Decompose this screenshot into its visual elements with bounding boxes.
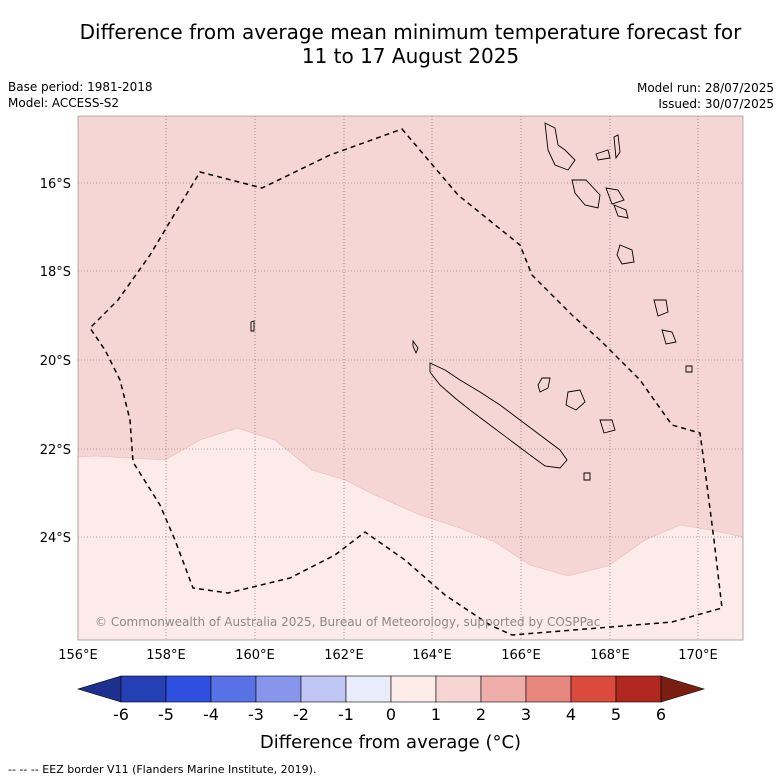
lon-label-164e: 164°E bbox=[412, 648, 452, 663]
colorbar-tick-label: 6 bbox=[656, 705, 666, 724]
colorbar-segment bbox=[435, 675, 482, 703]
colorbar-segment bbox=[120, 675, 167, 703]
colorbar-tick-label: 0 bbox=[386, 705, 396, 724]
island-coastline bbox=[412, 339, 419, 355]
new-caledonia-coastline bbox=[429, 362, 568, 469]
vanuatu-coastline bbox=[544, 122, 576, 171]
colorbar-segment bbox=[345, 675, 392, 703]
colorbar-tick-label: -1 bbox=[338, 705, 354, 724]
copyright-text: © Commonwealth of Australia 2025, Bureau… bbox=[95, 615, 600, 629]
colorbar-segment bbox=[615, 675, 662, 703]
anomaly-region-0-to-1 bbox=[77, 427, 744, 641]
colorbar-tick-label: -2 bbox=[293, 705, 309, 724]
lat-label-20s: 20°S bbox=[40, 354, 71, 369]
colorbar-tick-label: 5 bbox=[611, 705, 621, 724]
lat-label-22s: 22°S bbox=[40, 443, 71, 458]
colorbar-tick-label: -4 bbox=[203, 705, 219, 724]
lon-label-162e: 162°E bbox=[324, 648, 364, 663]
lat-label-18s: 18°S bbox=[40, 265, 71, 280]
colorbar-tick-label: 1 bbox=[431, 705, 441, 724]
colorbar-ticks: -6 -5 -4 -3 -2 -1 0 1 2 3 4 5 6 bbox=[113, 705, 666, 724]
small-island-coastline bbox=[250, 320, 255, 332]
colorbar-tick-label: -3 bbox=[248, 705, 264, 724]
colorbar-segment bbox=[480, 675, 527, 703]
lon-label-160e: 160°E bbox=[235, 648, 275, 663]
colorbar-tick-label: -5 bbox=[158, 705, 174, 724]
eez-border bbox=[89, 128, 723, 636]
gridlines bbox=[78, 116, 743, 640]
eez-legend-text: -- -- -- EEZ border V11 (Flanders Marine… bbox=[8, 763, 317, 776]
model-run-text: Model run: 28/07/2025 bbox=[636, 81, 774, 95]
map-frame bbox=[77, 115, 744, 641]
model-text: Model: ACCESS-S2 bbox=[8, 96, 120, 110]
lon-label-166e: 166°E bbox=[501, 648, 541, 663]
colorbar-segment bbox=[165, 675, 212, 703]
coastlines bbox=[250, 122, 693, 481]
colorbar-tick-label: 2 bbox=[476, 705, 486, 724]
colorbar-segment bbox=[300, 675, 347, 703]
map-title-line-1: Difference from average mean minimum tem… bbox=[79, 20, 742, 44]
colorbar-tick-label: 3 bbox=[521, 705, 531, 724]
lon-label-168e: 168°E bbox=[590, 648, 630, 663]
lat-label-16s: 16°S bbox=[40, 177, 71, 192]
lon-label-156e: 156°E bbox=[58, 648, 98, 663]
colorbar-extend-low bbox=[76, 675, 122, 703]
colorbar-segment bbox=[390, 675, 437, 703]
lon-label-158e: 158°E bbox=[146, 648, 186, 663]
lon-label-170e: 170°E bbox=[678, 648, 718, 663]
colorbar bbox=[76, 675, 706, 703]
base-period-text: Base period: 1981-2018 bbox=[8, 80, 153, 94]
map-title-line-2: 11 to 17 August 2025 bbox=[301, 44, 520, 68]
issued-text: Issued: 30/07/2025 bbox=[658, 97, 774, 111]
colorbar-title: Difference from average (°C) bbox=[259, 732, 522, 753]
colorbar-segment bbox=[210, 675, 257, 703]
colorbar-segment bbox=[525, 675, 572, 703]
colorbar-extend-high bbox=[660, 675, 706, 703]
lat-label-24s: 24°S bbox=[40, 531, 71, 546]
loyalty-islands-coastline bbox=[537, 377, 551, 393]
colorbar-segment bbox=[255, 675, 302, 703]
colorbar-tick-label: 4 bbox=[566, 705, 576, 724]
colorbar-segment bbox=[570, 675, 617, 703]
colorbar-tick-label: -6 bbox=[113, 705, 129, 724]
